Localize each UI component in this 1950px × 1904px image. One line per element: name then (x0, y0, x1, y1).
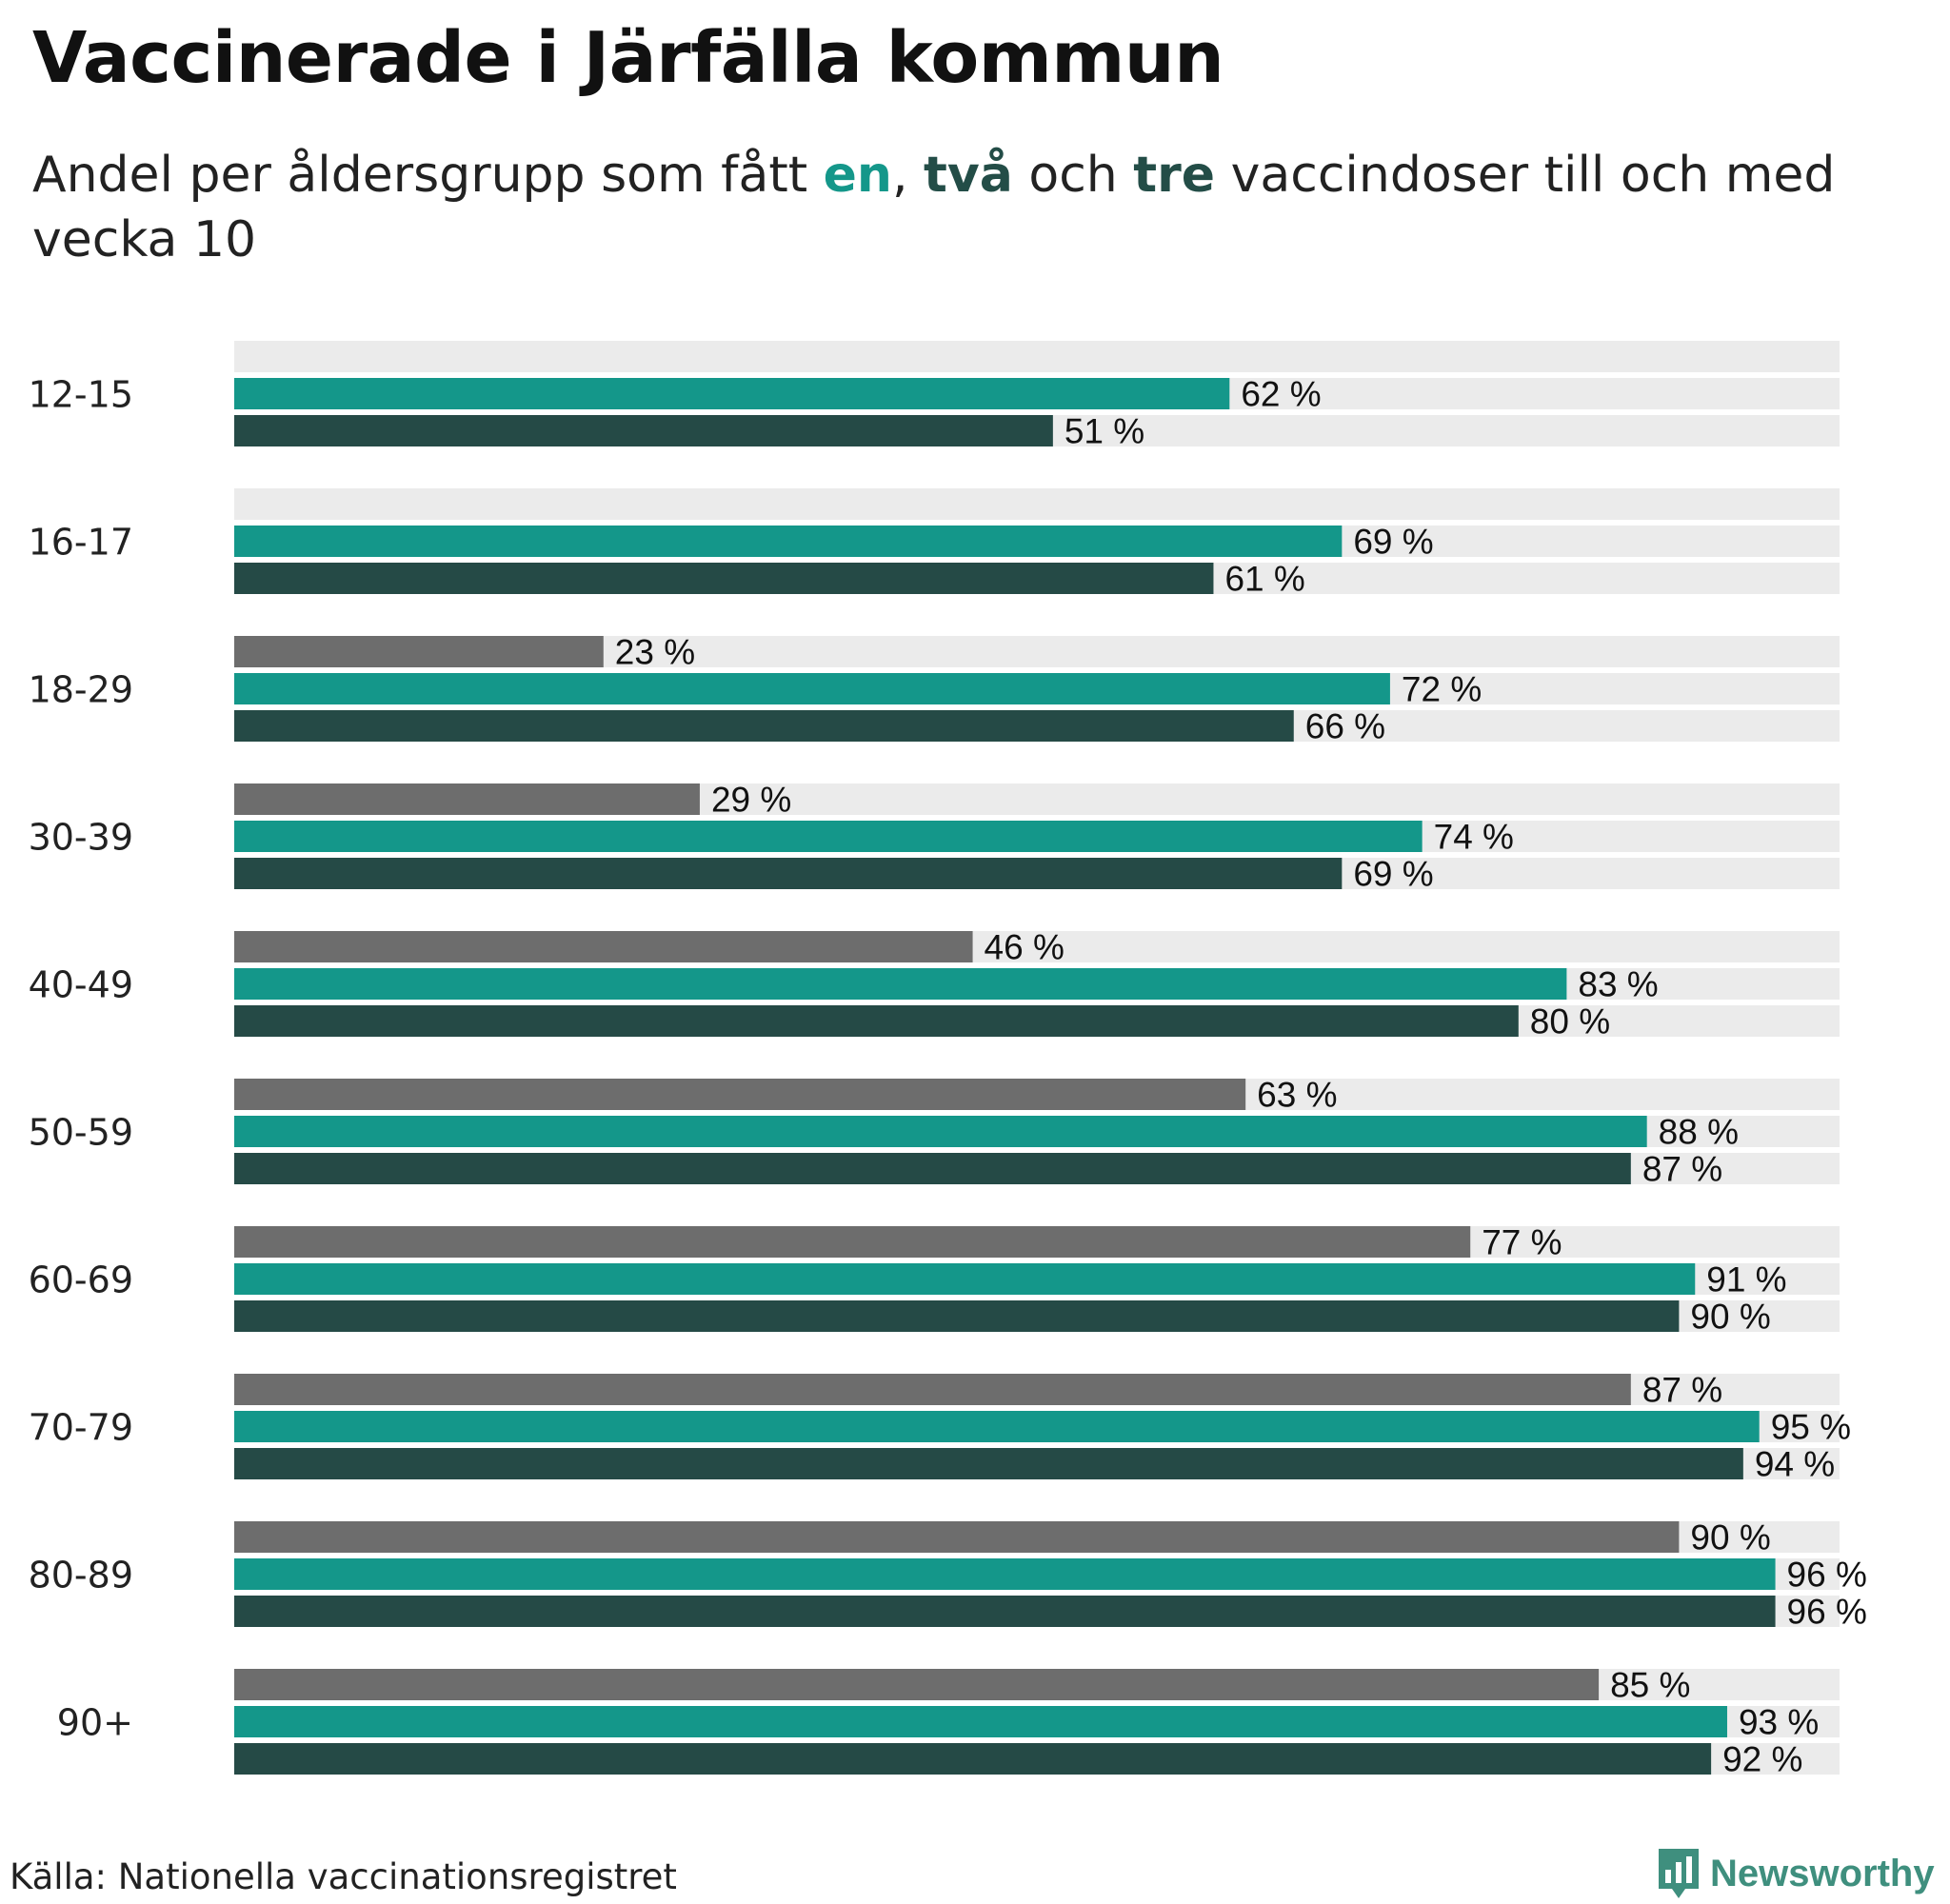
data-label: 72 % (1402, 670, 1482, 709)
subtitle-prefix: Andel per åldersgrupp som fått (32, 147, 824, 204)
bar-två (234, 858, 1343, 889)
bar-en (234, 1116, 1647, 1147)
data-label: 85 % (1610, 1666, 1690, 1705)
category-label: 30-39 (29, 817, 133, 859)
bar-en (234, 1411, 1760, 1442)
category-label: 40-49 (29, 964, 133, 1006)
bar-tre (234, 1669, 1600, 1700)
data-label: 62 % (1241, 375, 1321, 414)
bar-två (234, 415, 1053, 446)
bar-chart: 12-15 62 % 51 % 16-17 69 % 61 % 18-29 23 % 72 % 6… (29, 341, 1867, 1779)
subtitle-mid: och (1012, 147, 1134, 204)
category-label: 80-89 (29, 1555, 133, 1597)
category-label: 70-79 (29, 1407, 133, 1449)
bar-en (234, 1706, 1727, 1737)
data-label: 29 % (711, 781, 791, 820)
bar-tre (234, 931, 973, 962)
bar-två (234, 710, 1294, 742)
data-label: 93 % (1739, 1703, 1819, 1742)
subtitle-dose-one: en (823, 147, 892, 204)
bar-en (234, 1558, 1776, 1590)
bar-tre (234, 1521, 1680, 1553)
category-label: 12-15 (29, 374, 133, 416)
category-label: 16-17 (29, 522, 133, 564)
bar-tre (234, 636, 604, 667)
category-label: 18-29 (29, 669, 133, 711)
bar-en (234, 526, 1343, 557)
data-label: 87 % (1642, 1371, 1722, 1410)
data-label: 90 % (1690, 1518, 1770, 1557)
bar-en (234, 821, 1423, 852)
data-label: 63 % (1257, 1076, 1337, 1115)
bar-två (234, 1448, 1743, 1479)
bar-två (234, 1153, 1631, 1184)
bar-tre (234, 783, 700, 815)
bar-tre (234, 1226, 1471, 1258)
subtitle-dose-two: två (924, 147, 1013, 204)
category-label: 50-59 (29, 1112, 133, 1154)
bar-två (234, 1596, 1776, 1627)
brand-logo: Newsworthy (1657, 1847, 1935, 1900)
newsworthy-logo-icon (1659, 1849, 1699, 1898)
bar-group: 70-79 87 % 95 %94 % (29, 1371, 1851, 1484)
bar-en (234, 968, 1567, 1000)
bar-group: 12-15 62 % 51 % (29, 341, 1840, 451)
bar-group: 18-29 23 % 72 % 66 % (29, 633, 1840, 746)
bar-en (234, 378, 1230, 409)
bar-en (234, 1263, 1696, 1295)
data-label: 77 % (1482, 1223, 1562, 1262)
data-label: 96 % (1787, 1556, 1867, 1595)
data-label: 80 % (1530, 1002, 1610, 1041)
data-label: 69 % (1353, 523, 1433, 562)
bar-tre (234, 1374, 1631, 1405)
data-label: 92 % (1722, 1740, 1802, 1779)
data-label: 96 % (1787, 1593, 1867, 1632)
bar-group: 80-89 90 % 96 %96 % (29, 1518, 1867, 1632)
category-label: 60-69 (29, 1259, 133, 1301)
category-label: 90+ (57, 1702, 133, 1744)
brand-name: Newsworthy (1710, 1852, 1935, 1894)
bar-group: 50-59 63 % 88 %87 % (29, 1076, 1840, 1189)
bar-två (234, 1743, 1712, 1775)
subtitle-separator: , (891, 147, 925, 204)
subtitle-suffix: vaccindoser till och med vecka 10 (32, 147, 1836, 268)
data-label: 94 % (1755, 1445, 1835, 1484)
data-label: 23 % (615, 633, 695, 672)
bar-group: 40-49 46 % 83 %80 % (29, 928, 1840, 1041)
data-label: 61 % (1224, 560, 1304, 599)
bar-tre (234, 1079, 1246, 1110)
data-label: 90 % (1690, 1298, 1770, 1337)
data-label: 91 % (1706, 1260, 1786, 1299)
chart-title: Vaccinerade i Järfälla kommun (32, 17, 1224, 99)
bar-group: 60-69 77 % 91 %90 % (29, 1223, 1840, 1337)
bar-group: 30-39 29 % 74 %69 % (29, 781, 1840, 894)
data-label: 88 % (1659, 1113, 1739, 1152)
subtitle-dose-three: tre (1133, 147, 1216, 204)
source-note: Källa: Nationella vaccinationsregistret (10, 1856, 677, 1897)
bar-två (234, 1300, 1680, 1332)
data-label: 69 % (1353, 855, 1433, 894)
data-label: 46 % (985, 928, 1065, 967)
bar-två (234, 563, 1214, 594)
data-label: 83 % (1578, 965, 1658, 1004)
bar-group: 90+ 85 % 93 %92 % (57, 1666, 1840, 1779)
bar-group: 16-17 69 % 61 % (29, 488, 1840, 599)
data-label: 74 % (1434, 818, 1514, 857)
data-label: 51 % (1065, 412, 1144, 451)
bar-en (234, 673, 1390, 704)
bar-två (234, 1005, 1519, 1037)
data-label: 95 % (1771, 1408, 1851, 1447)
data-label: 66 % (1305, 707, 1385, 746)
data-label: 87 % (1642, 1150, 1722, 1189)
bar-track (234, 341, 1840, 372)
chart-subtitle: Andel per åldersgrupp som fått en, två o… (32, 143, 1889, 272)
bar-track (234, 488, 1840, 520)
